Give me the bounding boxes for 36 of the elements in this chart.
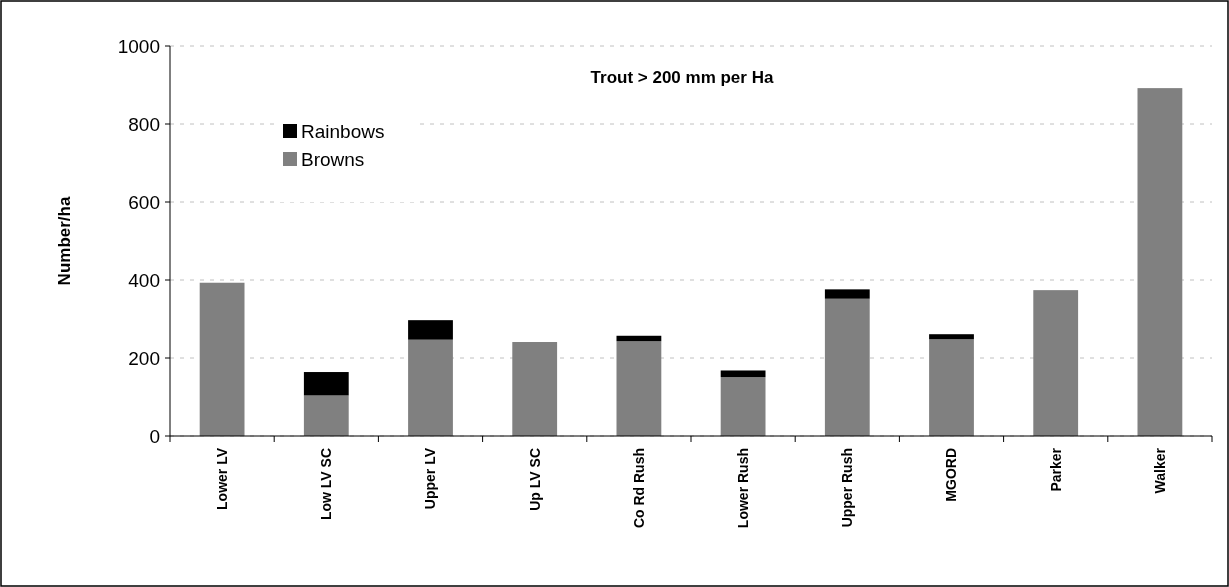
bar bbox=[616, 341, 662, 436]
x-tick-label: Up LV SC bbox=[526, 448, 543, 511]
bar bbox=[199, 282, 245, 436]
x-tick-label: Lower Rush bbox=[735, 448, 751, 529]
bar bbox=[408, 320, 453, 340]
y-tick-label: 1000 bbox=[117, 35, 160, 57]
text: Trout > 200 mm per Ha bbox=[590, 68, 774, 87]
y-tick-label: 200 bbox=[128, 347, 160, 369]
x-tick-label: Parker bbox=[1047, 447, 1064, 492]
bar bbox=[408, 339, 453, 436]
bar bbox=[512, 342, 558, 436]
x-tick-label: Low LV SC bbox=[318, 448, 335, 521]
bar bbox=[824, 298, 870, 436]
y-tick-label: 600 bbox=[128, 191, 160, 213]
x-tick-label: Co Rd Rush bbox=[630, 448, 647, 529]
bar bbox=[720, 377, 766, 436]
bar bbox=[616, 335, 662, 342]
legend-label: Browns bbox=[301, 148, 365, 170]
bar bbox=[303, 395, 349, 436]
x-tick-label: Upper LV bbox=[422, 447, 439, 510]
bar bbox=[720, 370, 766, 378]
y-tick-label: 400 bbox=[128, 269, 160, 291]
x-tick-label: MGORD bbox=[943, 448, 960, 502]
bar bbox=[1033, 290, 1079, 436]
x-tick-label: Upper Rush bbox=[839, 448, 856, 528]
y-axis-title: Number/ha bbox=[55, 196, 74, 286]
bar bbox=[1137, 88, 1183, 436]
x-tick-label: Lower LV bbox=[214, 447, 230, 510]
y-tick-label: 0 bbox=[149, 425, 160, 447]
bar bbox=[303, 372, 349, 396]
y-tick-label: 800 bbox=[128, 113, 160, 135]
legend-label: Rainbows bbox=[301, 120, 385, 142]
bar bbox=[929, 339, 974, 436]
x-tick-label: Walker bbox=[1151, 447, 1168, 494]
bar bbox=[929, 334, 974, 340]
bar bbox=[824, 289, 870, 299]
